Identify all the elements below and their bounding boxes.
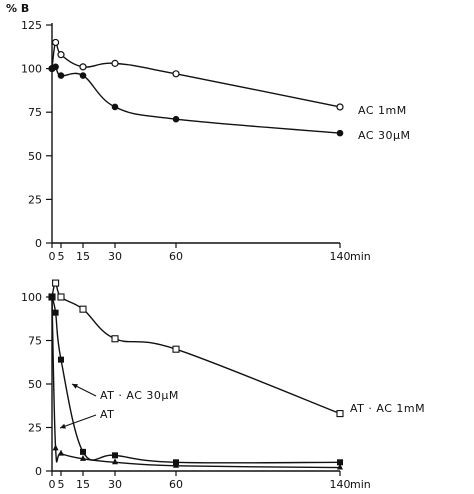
top-x-tick-label: 0 [49,250,56,263]
bottom-series-0 [48,279,344,418]
bottom-data-point [80,448,86,455]
top-data-point [51,38,60,47]
bottom-data-point [337,459,343,466]
series-label-ac-1mm: AC 1mM [358,104,407,117]
bottom-data-point [58,449,64,456]
top-data-point [52,63,59,71]
series-label-at-ac-30um: AT · AC 30μM [100,389,179,402]
bottom-y-tick-label: 25 [28,422,42,435]
bottom-data-point [58,356,64,363]
bottom-data-point [79,305,87,313]
bottom-x-tick-label: 60 [169,478,183,491]
bottom-x-tick-label: 0 [49,478,56,491]
bottom-x-tick-label: 140 [330,478,351,491]
top-series-1 [48,63,344,137]
top-x-tick-label: 140 [330,250,351,263]
bottom-data-point [111,335,119,343]
bottom-y-tick-label: 50 [28,378,42,391]
top-x-axis-title: min [350,250,371,263]
bottom-data-point [112,458,118,465]
top-data-point [57,72,65,79]
series-label-at-ac-1mm: AT · AC 1mM [350,402,425,415]
top-data-point [79,63,87,71]
bottom-data-point [52,279,60,287]
bottom-data-point [336,410,344,418]
bottom-data-point [52,444,59,451]
arrow-at-head [60,423,66,429]
bottom-data-point [49,293,55,299]
bottom-x-tick-label: 5 [58,478,65,491]
bottom-data-point [57,293,65,301]
bottom-data-point [80,454,86,461]
bottom-x-axis-title: min [350,478,371,491]
bottom-data-point [112,452,118,459]
top-data-point [111,59,119,67]
top-x-tick-label: 15 [76,250,90,263]
arrow-at [59,414,97,429]
bottom-y-tick-label: 0 [35,465,42,478]
top-y-tick-label: 75 [28,106,42,119]
top-data-point [79,72,87,79]
top-y-tick-label: 100 [21,63,42,76]
series-label-at: AT [100,408,114,421]
bottom-y-tick-label: 100 [21,291,42,304]
top-y-tick-label: 50 [28,150,42,163]
top-data-point [172,70,180,78]
series-label-ac-30um: AC 30μM [358,129,411,142]
bottom-data-point [172,345,180,353]
top-y-tick-label: 0 [35,237,42,250]
top-series-line [51,41,341,108]
top-y-tick-label: 25 [28,193,42,206]
top-x-tick-label: 5 [58,250,65,263]
top-x-tick-label: 30 [108,250,122,263]
top-series-line [51,65,341,134]
arrow-at-ac-30um-head [72,384,78,389]
top-data-point [172,115,180,123]
top-data-point [336,103,344,111]
bottom-y-tick-label: 75 [28,335,42,348]
top-data-point [57,51,65,59]
bottom-series-line [51,282,341,415]
bottom-x-tick-label: 30 [108,478,122,491]
top-x-tick-label: 60 [169,250,183,263]
top-data-point [336,129,344,137]
top-y-axis-title: % B [6,2,29,15]
bottom-series-2 [49,293,343,470]
bottom-data-point [337,463,343,470]
top-data-point [111,103,119,111]
bottom-x-tick-label: 15 [76,478,90,491]
bottom-data-point [52,309,59,316]
top-series-0 [48,38,344,111]
bottom-data-point [173,461,179,468]
top-y-tick-label: 125 [21,19,42,32]
